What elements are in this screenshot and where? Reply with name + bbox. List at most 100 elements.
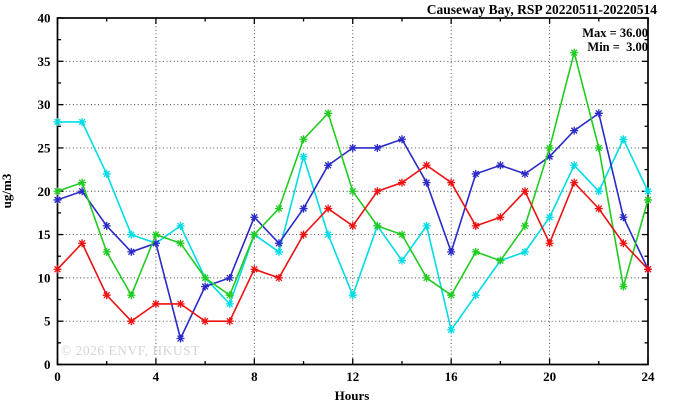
x-tick-label: 24 (642, 369, 656, 384)
red-series-marker (619, 239, 628, 248)
red-series-marker (348, 221, 357, 230)
y-tick-label: 30 (38, 97, 51, 112)
green-series-marker (397, 230, 406, 239)
blue-series-marker (53, 195, 62, 204)
red-series-marker (520, 187, 529, 196)
cyan-series-marker (324, 230, 333, 239)
blue-series-marker (422, 178, 431, 187)
green-series-marker (644, 195, 652, 204)
red-series-marker (299, 230, 308, 239)
cyan-series-marker (397, 256, 406, 265)
cyan-series-marker (127, 230, 136, 239)
x-axis-label: Hours (334, 388, 370, 403)
watermark: © 2026 ENVF, HKUST (61, 343, 200, 358)
y-tick-label: 35 (38, 54, 52, 69)
red-series-marker (78, 239, 87, 248)
blue-series-marker (594, 109, 603, 118)
cyan-series-marker (644, 187, 652, 196)
cyan-series-marker (348, 291, 357, 300)
cyan-series-marker (225, 299, 234, 308)
max-value-label: Max = 36.00 (582, 26, 648, 40)
chart-title: Causeway Bay, RSP 20220511-20220514 (426, 2, 657, 17)
blue-series-marker (471, 169, 480, 178)
blue-series-marker (324, 161, 333, 170)
blue-series-marker (250, 213, 259, 222)
y-tick-label: 15 (38, 227, 52, 242)
cyan-series-marker (176, 221, 185, 230)
green-series-marker (348, 187, 357, 196)
blue-series-marker (151, 239, 160, 248)
cyan-series-marker (570, 161, 579, 170)
blue-series-marker (496, 161, 505, 170)
cyan-series-marker (422, 221, 431, 230)
green-series-marker (520, 221, 529, 230)
green-series-marker (78, 178, 87, 187)
y-tick-label: 5 (44, 314, 51, 329)
red-series-marker (53, 265, 62, 274)
green-series-marker (201, 273, 210, 282)
green-series-marker (53, 187, 62, 196)
y-tick-label: 40 (38, 11, 51, 26)
green-series-marker (471, 247, 480, 256)
green-series-marker (225, 291, 234, 300)
green-series-marker (102, 247, 111, 256)
min-value-label: Min = 3.00 (587, 39, 648, 54)
blue-series-marker (570, 126, 579, 135)
x-tick-label: 16 (445, 369, 459, 384)
cyan-series-marker (299, 152, 308, 161)
red-series-marker (250, 265, 259, 274)
cyan-series-marker (619, 135, 628, 144)
cyan-series-marker (594, 187, 603, 196)
blue-series-marker (447, 247, 456, 256)
y-tick-label: 25 (38, 140, 52, 155)
red-series-marker (644, 265, 652, 274)
x-tick-label: 4 (153, 369, 160, 384)
y-tick-label: 0 (44, 357, 51, 372)
blue-series-marker (225, 273, 234, 282)
blue-series-marker (201, 282, 210, 291)
blue-series-marker (348, 143, 357, 152)
max-min-annotation: Max = 36.00 Min = 3.00 (582, 26, 648, 54)
red-series-marker (570, 178, 579, 187)
y-tick-label: 10 (38, 270, 51, 285)
red-series-marker (471, 221, 480, 230)
blue-series-marker (274, 239, 283, 248)
blue-series-marker (299, 204, 308, 213)
x-tick-label: 0 (54, 369, 61, 384)
x-tick-label: 12 (346, 369, 359, 384)
blue-series-marker (176, 334, 185, 343)
cyan-series-marker (545, 213, 554, 222)
blue-series-marker (520, 169, 529, 178)
green-series-marker (496, 256, 505, 265)
blue-series-marker (102, 221, 111, 230)
cyan-series-marker (78, 117, 87, 126)
green-series-marker (176, 239, 185, 248)
green-series-marker (545, 143, 554, 152)
green-series-marker (422, 273, 431, 282)
green-series-marker (274, 204, 283, 213)
red-series-marker (594, 204, 603, 213)
red-series-marker (373, 187, 382, 196)
green-series-marker (594, 143, 603, 152)
y-axis-label: ug/m3 (0, 173, 14, 209)
green-series-marker (324, 109, 333, 118)
red-series-marker (151, 299, 160, 308)
cyan-series-marker (53, 117, 62, 126)
y-tick-label: 20 (38, 184, 51, 199)
cyan-series-marker (520, 247, 529, 256)
red-series-marker (102, 291, 111, 300)
x-tick-label: 20 (543, 369, 556, 384)
blue-series-marker (127, 247, 136, 256)
blue-series-marker (78, 187, 87, 196)
cyan-series-marker (471, 291, 480, 300)
green-series-marker (250, 230, 259, 239)
cyan-series-marker (102, 169, 111, 178)
blue-series-marker (545, 152, 554, 161)
green-series-marker (373, 221, 382, 230)
red-series-marker (397, 178, 406, 187)
green-series-marker (447, 291, 456, 300)
cyan-series-marker (274, 247, 283, 256)
red-series-marker (324, 204, 333, 213)
green-series-marker (127, 291, 136, 300)
